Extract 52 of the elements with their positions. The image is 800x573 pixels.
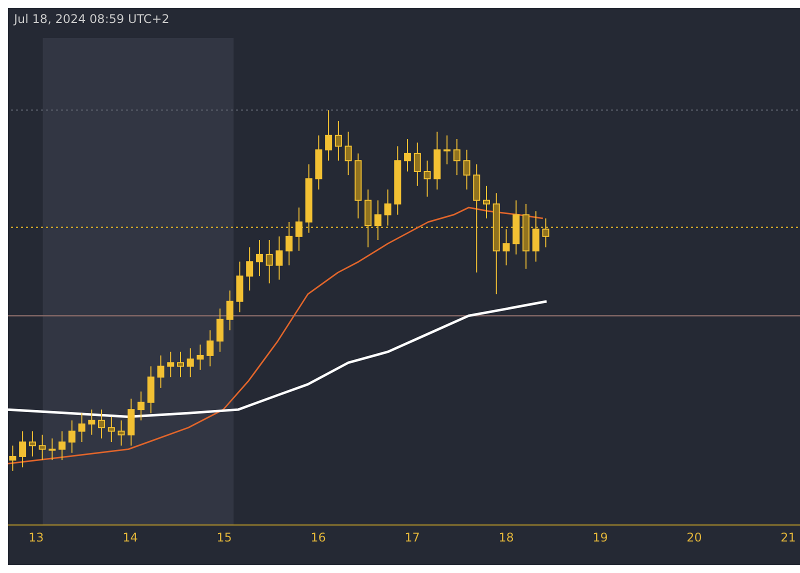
candlestick: [295, 207, 302, 252]
candlestick: [344, 131, 352, 176]
candlestick: [444, 134, 451, 165]
candlestick: [167, 351, 174, 378]
candlestick: [196, 344, 204, 370]
candlestick: [532, 210, 540, 262]
candlestick: [138, 391, 145, 421]
x-tick-label: 14: [122, 530, 138, 545]
candlestick: [98, 409, 106, 439]
candlestick: [463, 149, 470, 190]
candlestick: [177, 351, 184, 378]
candlestick: [334, 120, 342, 162]
candlestick: [266, 240, 273, 284]
candlestick: [206, 330, 214, 367]
candlestick: [38, 434, 46, 461]
candlestick: [118, 420, 125, 446]
candlestick: [19, 430, 26, 468]
candlestick: [453, 138, 460, 176]
candlestick: [226, 290, 234, 331]
x-tick-label: 13: [28, 530, 44, 545]
x-tick-label: 20: [686, 530, 702, 545]
candlestick: [325, 110, 332, 162]
text: Jul 18, 2024 08:59 UTC+2: [14, 12, 170, 26]
candlestick: [58, 430, 66, 461]
x-tick-label: 17: [404, 530, 420, 545]
x-tick-label: 16: [310, 530, 326, 545]
candlestick: [384, 189, 392, 226]
x-tick-label: 18: [498, 530, 514, 545]
candlestick: [482, 185, 490, 219]
candlestick: [276, 236, 283, 280]
candlestick: [502, 228, 510, 266]
candlestick: [256, 240, 263, 277]
candlestick: [88, 409, 96, 436]
candlestick: [404, 138, 412, 172]
x-tick-label: 15: [216, 530, 232, 545]
x-tick-label: 19: [592, 530, 608, 545]
candlestick: [68, 420, 76, 454]
candlestick: [246, 246, 254, 292]
candlestick: [424, 160, 431, 198]
candlestick: [9, 445, 16, 472]
candlestick: [108, 416, 115, 443]
candlestick: [414, 142, 421, 186]
candlestick: [28, 430, 36, 457]
candlestick: [78, 412, 86, 443]
candlestick: [542, 218, 550, 248]
candlestick: [157, 354, 164, 388]
candlestick: [374, 200, 382, 241]
x-tick-label: 21: [780, 530, 796, 545]
candlestick: [48, 438, 56, 461]
candlestick: [286, 221, 293, 266]
candlestick: [216, 308, 224, 352]
candlestick: [186, 348, 194, 378]
